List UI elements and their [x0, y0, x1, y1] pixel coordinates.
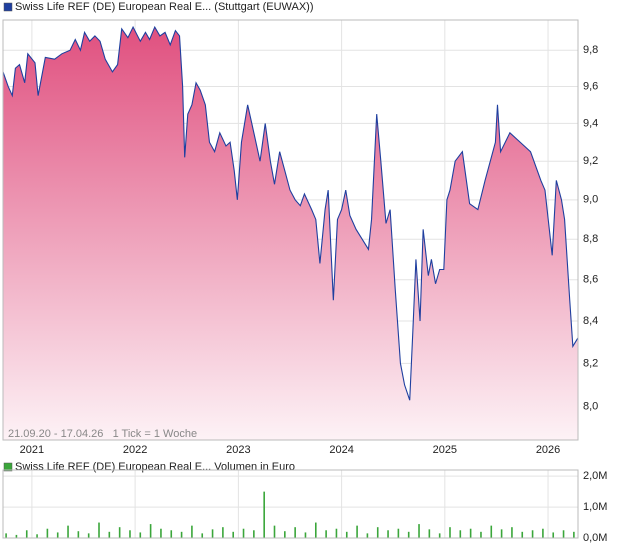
volume-bar — [449, 527, 451, 538]
volume-bar — [180, 531, 183, 538]
legend-swatch — [3, 2, 13, 12]
volume-bar — [201, 533, 204, 538]
y-tick-label: 0,0M — [583, 532, 607, 544]
volume-bar — [552, 532, 555, 538]
x-tick-label: 2024 — [329, 444, 353, 456]
plot-frame — [2, 469, 579, 539]
volume-bar — [428, 529, 431, 538]
volume-bar — [304, 532, 307, 538]
price-area — [3, 27, 578, 441]
volume-bar — [273, 525, 276, 538]
volume-bar — [15, 534, 18, 538]
y-tick-label: 9,6 — [583, 80, 598, 92]
plot-frame — [2, 19, 579, 441]
volume-bar — [87, 533, 90, 538]
volume-bar — [253, 530, 255, 538]
volume-bar — [46, 528, 49, 538]
volume-bar — [335, 528, 338, 538]
volume-bar — [345, 531, 348, 538]
legend-label: Swiss Life REF (DE) European Real E... (… — [15, 1, 314, 13]
y-tick-label: 9,8 — [583, 44, 598, 56]
volume-bar — [573, 531, 575, 538]
volume-bar — [376, 527, 379, 538]
volume-bar — [356, 525, 358, 538]
volume-bar — [500, 529, 503, 538]
volume-bar — [521, 531, 524, 538]
volume-bar — [211, 529, 214, 538]
volume-bar — [67, 525, 69, 538]
volume-bar — [490, 525, 493, 538]
volume-bar — [407, 531, 410, 538]
volume-bar — [108, 531, 111, 538]
volume-bar — [314, 522, 317, 538]
volume-bar — [325, 530, 327, 538]
volume-bar — [542, 528, 544, 538]
volume-bar — [397, 528, 400, 538]
volume-bar — [139, 532, 142, 538]
y-tick-label: 8,6 — [583, 274, 598, 286]
x-tick-label: 2022 — [123, 444, 147, 456]
volume-bar — [531, 530, 534, 538]
legend-swatch — [3, 462, 13, 472]
volume-bar — [222, 527, 224, 538]
y-tick-label: 2,0M — [583, 470, 607, 482]
volume-bar — [511, 527, 513, 538]
volume-bar — [98, 522, 100, 538]
volume-bar — [170, 530, 173, 538]
volume-bar — [25, 530, 28, 538]
x-tick-label: 2021 — [20, 444, 44, 456]
y-tick-label: 8,8 — [583, 233, 598, 245]
volume-bar — [5, 533, 7, 538]
y-tick-label: 8,2 — [583, 357, 598, 369]
volume-bar — [366, 533, 369, 538]
volume-bar — [36, 534, 38, 538]
x-tick-label: 2026 — [536, 444, 560, 456]
volume-bar — [118, 527, 121, 538]
y-tick-label: 8,4 — [583, 315, 598, 327]
volume-bar — [232, 531, 235, 538]
y-tick-label: 9,4 — [583, 117, 598, 129]
volume-bar — [77, 531, 80, 538]
volume-bar — [56, 532, 59, 538]
volume-bar — [469, 528, 472, 538]
y-tick-label: 9,2 — [583, 155, 598, 167]
y-tick-label: 1,0M — [583, 501, 607, 513]
volume-bar — [387, 530, 389, 538]
legend-label: Swiss Life REF (DE) European Real E... V… — [15, 461, 295, 473]
volume-bar — [191, 525, 193, 538]
volume-bar — [418, 524, 420, 538]
volume-bar — [562, 530, 565, 538]
volume-bar — [284, 531, 286, 538]
y-tick-label: 9,0 — [583, 194, 598, 206]
volume-bar — [438, 533, 441, 538]
x-tick-label: 2025 — [433, 444, 457, 456]
price-line — [2, 25, 579, 401]
volume-bar — [149, 524, 152, 538]
annotation: 21.09.20 - 17.04.26 1 Tick = 1 Woche — [8, 428, 197, 440]
x-tick-label: 2023 — [226, 444, 250, 456]
volume-bar — [160, 528, 162, 538]
volume-bar — [459, 530, 462, 538]
volume-bar — [263, 491, 265, 538]
volume-bar — [480, 531, 482, 538]
volume-bar — [129, 530, 131, 538]
volume-bar — [294, 527, 296, 538]
volume-bar — [242, 528, 245, 538]
y-tick-label: 8,0 — [583, 401, 598, 413]
